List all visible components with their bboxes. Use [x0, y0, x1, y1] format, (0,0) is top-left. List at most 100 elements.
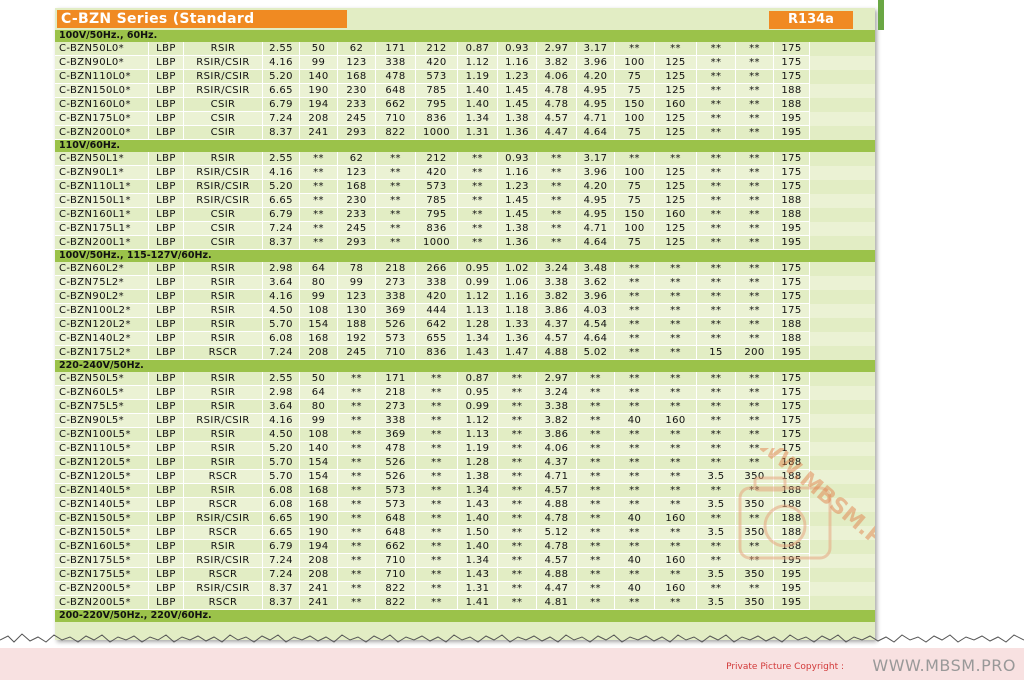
spec-cell: 6.79	[263, 98, 300, 112]
spec-cell: 175	[774, 290, 810, 304]
spec-cell: 108	[300, 304, 338, 318]
spec-cell: **	[615, 386, 655, 400]
spec-cell: **	[697, 304, 736, 318]
table-row: C-BZN90L1* LBP RSIR/CSIR 4.16 ** 123 ** 420 ** 1.…	[55, 166, 875, 180]
spec-cell: CSIR	[184, 98, 263, 112]
spec-cell: 154	[300, 470, 338, 484]
spec-cell: 3.82	[537, 56, 577, 70]
table-row: C-BZN175L5* LBP RSCR 7.24 208 ** 710 ** 1.43 ** 4.…	[55, 568, 875, 582]
spec-cell: 5.02	[577, 346, 615, 360]
spec-cell: **	[736, 386, 774, 400]
spec-cell: LBP	[149, 84, 184, 98]
spec-cell: 1.38	[458, 470, 498, 484]
spec-cell: **	[338, 456, 376, 470]
spec-cell: 125	[655, 56, 697, 70]
spec-cell: 195	[774, 346, 810, 360]
spec-cell: 175	[774, 276, 810, 290]
spec-cell: 1.40	[458, 98, 498, 112]
spec-cell: 1.16	[498, 290, 537, 304]
spec-cell: LBP	[149, 152, 184, 166]
spec-cell: 6.08	[263, 332, 300, 346]
spec-cell: 3.38	[537, 400, 577, 414]
spec-cell: 175	[774, 42, 810, 56]
spec-cell: **	[537, 194, 577, 208]
spec-cell: 4.71	[577, 222, 615, 236]
spec-cell: 140	[300, 442, 338, 456]
spec-cell: 3.82	[537, 290, 577, 304]
spec-cell: **	[577, 568, 615, 582]
spec-cell: LBP	[149, 276, 184, 290]
spec-cell: 8.37	[263, 582, 300, 596]
spec-cell: 175	[774, 304, 810, 318]
spec-cell: 175	[774, 70, 810, 84]
section-header: 100V/50Hz., 60Hz.	[55, 30, 875, 42]
model-cell: C-BZN100L2*	[55, 304, 149, 318]
spec-cell: **	[615, 290, 655, 304]
spec-cell: 3.5	[697, 568, 736, 582]
spec-cell: 99	[300, 56, 338, 70]
spec-cell: 4.20	[577, 180, 615, 194]
spec-cell: 2.97	[537, 42, 577, 56]
spec-cell: **	[655, 470, 697, 484]
spec-cell: RSIR	[184, 428, 263, 442]
spec-cell: LBP	[149, 56, 184, 70]
spec-cell: **	[577, 372, 615, 386]
model-cell: C-BZN160L5*	[55, 540, 149, 554]
model-cell: C-BZN200L5*	[55, 582, 149, 596]
spec-cell: **	[338, 498, 376, 512]
spec-cell: 171	[376, 42, 416, 56]
spec-cell: RSIR	[184, 262, 263, 276]
spec-cell: 1.13	[458, 428, 498, 442]
spec-cell: 710	[376, 554, 416, 568]
spec-cell: 188	[774, 208, 810, 222]
spec-cell: **	[736, 554, 774, 568]
model-cell: C-BZN150L0*	[55, 84, 149, 98]
spec-cell: **	[458, 166, 498, 180]
spec-cell: **	[537, 180, 577, 194]
spec-cell: **	[615, 42, 655, 56]
spec-cell: 188	[774, 484, 810, 498]
spec-cell: 3.17	[577, 42, 615, 56]
spec-cell: **	[498, 470, 537, 484]
spec-cell: **	[697, 70, 736, 84]
table-row: C-BZN90L0* LBP RSIR/CSIR 4.16 99 123 338 420 1.1…	[55, 56, 875, 70]
spec-cell: **	[300, 180, 338, 194]
spec-cell: 293	[338, 126, 376, 140]
spec-cell: 64	[300, 386, 338, 400]
model-cell: C-BZN110L0*	[55, 70, 149, 84]
spec-cell: **	[458, 152, 498, 166]
spec-cell: RSCR	[184, 596, 263, 610]
section-header: 220-240V/50Hz.	[55, 360, 875, 372]
spec-cell: RSIR/CSIR	[184, 180, 263, 194]
model-cell: C-BZN160L0*	[55, 98, 149, 112]
spec-cell: LBP	[149, 262, 184, 276]
spec-cell: **	[655, 318, 697, 332]
spec-cell: 662	[376, 540, 416, 554]
model-cell: C-BZN140L2*	[55, 332, 149, 346]
spec-cell: **	[697, 180, 736, 194]
spec-cell: **	[338, 512, 376, 526]
spec-cell: 218	[376, 262, 416, 276]
spec-cell: 1.02	[498, 262, 537, 276]
spec-cell: 4.37	[537, 456, 577, 470]
spec-cell: LBP	[149, 414, 184, 428]
spec-cell: **	[697, 428, 736, 442]
spec-cell: 350	[736, 470, 774, 484]
model-cell: C-BZN175L5*	[55, 568, 149, 582]
model-cell: C-BZN90L0*	[55, 56, 149, 70]
spec-cell: **	[416, 400, 458, 414]
spec-cell: 175	[774, 180, 810, 194]
spec-cell: **	[736, 318, 774, 332]
spec-cell: 241	[300, 126, 338, 140]
spec-cell: **	[697, 512, 736, 526]
spec-cell: **	[458, 222, 498, 236]
spec-cell: 1.40	[458, 512, 498, 526]
table-row: C-BZN75L2* LBP RSIR 3.64 80 99 273 338 0.99 1.06 3…	[55, 276, 875, 290]
spec-cell: 2.98	[263, 386, 300, 400]
spec-cell: 1.13	[458, 304, 498, 318]
spec-cell: 80	[300, 276, 338, 290]
spec-cell: 64	[300, 262, 338, 276]
model-cell: C-BZN50L1*	[55, 152, 149, 166]
spec-cell: 4.57	[537, 112, 577, 126]
spec-cell: 208	[300, 554, 338, 568]
